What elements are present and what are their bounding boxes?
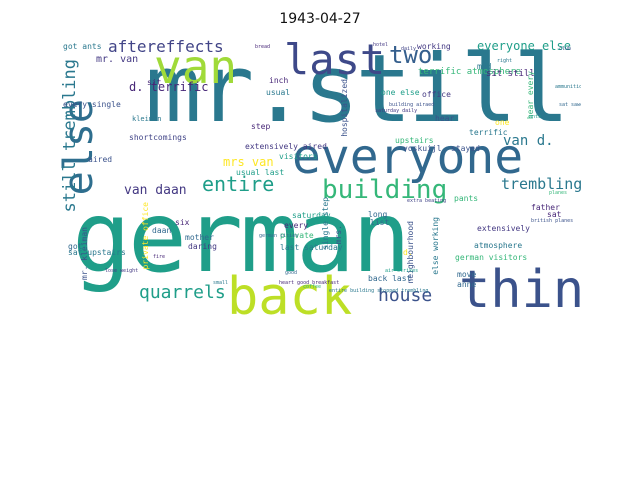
word-british-planes: british planes xyxy=(531,218,574,224)
word-house: house xyxy=(378,285,433,306)
word-daily: daily xyxy=(401,46,417,52)
word-sat-upstairs: sat upstairs xyxy=(68,248,126,257)
word-ammunition: ammunition xyxy=(555,84,581,90)
word-private: private xyxy=(280,231,314,240)
word-move: move xyxy=(457,270,477,279)
word-mr-van: mr. van xyxy=(96,54,139,65)
word-saturday-daily: saturday daily xyxy=(375,108,418,114)
word-got: got xyxy=(68,242,83,251)
word-six: six xyxy=(175,218,190,227)
word-right: right xyxy=(497,58,513,64)
word-visitors: visitors xyxy=(279,152,318,161)
word-last: last xyxy=(284,39,386,84)
word-terrific-atmosphere: terrific atmosphere xyxy=(418,67,521,77)
word-daan: daan xyxy=(152,226,172,235)
word-planes: planes xyxy=(549,190,568,196)
word-mother: mother xyxy=(185,233,214,242)
word-saturday: saturday xyxy=(292,211,331,220)
word-d-terrific: d. terrific xyxy=(129,80,209,94)
word-cloud: german mr.still everyone think back van … xyxy=(59,39,581,331)
word-aftereffects: aftereffects xyxy=(108,39,224,56)
word-fire: fire xyxy=(153,254,166,260)
word-mrs-van: mrs van xyxy=(223,155,274,169)
word-german-visitors: german visitors xyxy=(455,253,528,262)
chart-title: 1943-04-27 xyxy=(279,11,361,27)
word-terrific: terrific xyxy=(469,128,508,137)
word-heart-good-breakfast: heart good breakfast xyxy=(279,280,340,286)
word-van-daan: van daan xyxy=(124,183,187,198)
word-sat: sat xyxy=(547,210,562,219)
word-sat-sawed: sat sawed xyxy=(559,102,581,108)
word-trembling: trembling xyxy=(501,175,581,193)
word-hotel: hotel xyxy=(373,42,389,48)
word-extensively: extensively xyxy=(477,224,530,233)
word-quarrels: quarrels xyxy=(139,282,226,303)
word-building-aired: building airaed xyxy=(389,102,435,108)
word-father: father xyxy=(531,203,560,212)
word-daring: daring xyxy=(188,242,217,251)
word-back-last: back last xyxy=(368,274,412,283)
word-think: think xyxy=(459,260,581,320)
word-aired: aired xyxy=(88,155,113,164)
word-shortcomings: shortcomings xyxy=(129,133,187,142)
word-list: list xyxy=(370,218,390,227)
word-mr-kleiman: mr. kleiman xyxy=(80,227,89,280)
word-building: building xyxy=(322,175,448,205)
word-extensively-aired: extensively aired xyxy=(245,142,327,151)
word-inch: inch xyxy=(269,76,289,85)
word-lose-weight: lose weight xyxy=(105,268,139,274)
word-good: good xyxy=(285,270,298,276)
word-atmosphere: atmosphere xyxy=(474,241,523,250)
word-still-trembling: still trembling xyxy=(60,59,80,213)
word-single-step: single step xyxy=(321,197,330,250)
word-bread: bread xyxy=(255,44,271,50)
word-kleiman: kleiman xyxy=(132,115,162,123)
word-van-d: van d. xyxy=(503,133,554,149)
word-german-cities: german cities xyxy=(259,233,299,239)
word-voskuijl: voskuijl xyxy=(403,144,442,153)
word-step: step xyxy=(251,122,271,131)
word-office: office xyxy=(422,90,451,99)
word-stayed: stayed xyxy=(451,144,480,153)
word-air-strikes: air strikes xyxy=(385,268,419,274)
word-got-ants: got ants xyxy=(63,42,102,51)
word-d: d. xyxy=(403,248,413,257)
word-hear-every: hear every xyxy=(526,71,535,120)
word-usual-last: usual last xyxy=(236,168,285,177)
word-upstairs: upstairs xyxy=(395,136,434,145)
word-every: every xyxy=(284,221,309,230)
word-sit: sit xyxy=(147,78,162,87)
word-long: long xyxy=(368,210,388,219)
word-extra-bombing: extra beating xyxy=(407,198,447,204)
word-back: back xyxy=(227,267,353,327)
word-small: small xyxy=(213,280,229,286)
word-one: one xyxy=(495,118,510,127)
word-two: two xyxy=(389,41,433,69)
word-entire-building-stopped-trembling: entire building stopped trembling xyxy=(329,288,429,294)
word-everyone: everyone xyxy=(292,129,524,185)
word-van: van xyxy=(154,40,238,94)
word-hospitalized: hospitalized xyxy=(340,79,349,137)
word-every-single: every single xyxy=(63,100,121,109)
word-working: working xyxy=(417,42,451,51)
word-usual: usual xyxy=(266,88,291,97)
word-ants: ants xyxy=(529,114,542,120)
word-private-office: private office xyxy=(141,202,150,270)
word-coffee: coffee xyxy=(303,284,322,290)
word-entire: entire xyxy=(202,172,275,196)
word-mr-still: mr.still xyxy=(145,39,570,144)
word-sit-still: sit still xyxy=(486,69,535,79)
word-mrs: mrs. xyxy=(334,225,343,245)
word-pants: pants xyxy=(454,194,479,203)
word-everyone-else: everyone else xyxy=(477,39,571,53)
word-club: club xyxy=(559,46,572,52)
word-hear: hear xyxy=(435,114,455,123)
word-anne: anne xyxy=(457,280,477,289)
word-german: german xyxy=(72,181,411,295)
word-mad: mad xyxy=(477,62,492,71)
word-else-working: else working xyxy=(431,217,440,275)
word-one-else: one else xyxy=(381,88,420,97)
word-last-saturday: last saturday xyxy=(280,243,343,252)
